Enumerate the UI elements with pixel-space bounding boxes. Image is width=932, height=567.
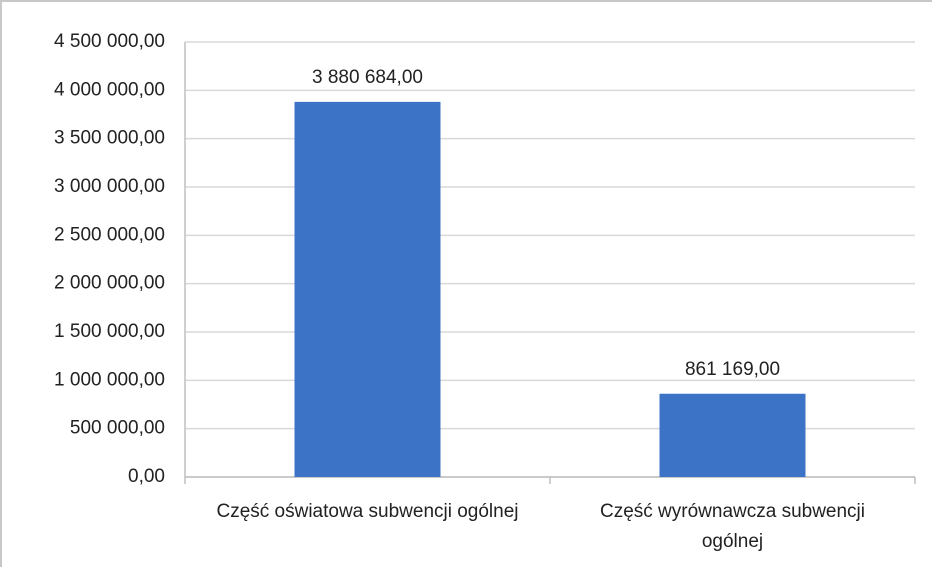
y-tick-label: 0,00: [128, 466, 165, 487]
y-tick-label: 4 000 000,00: [54, 79, 165, 100]
bar: [294, 101, 441, 477]
y-tick-label: 2 000 000,00: [54, 273, 165, 294]
data-label: 861 169,00: [685, 359, 780, 380]
x-tick-label: Część wyrównawcza subwencji ogólnej: [599, 501, 866, 552]
x-tick-label: Część oświatowa subwencji ogólnej: [216, 501, 519, 522]
y-tick-label: 1 000 000,00: [54, 369, 165, 390]
y-tick-label: 500 000,00: [70, 418, 165, 439]
data-label: 3 880 684,00: [312, 67, 423, 88]
y-tick-label: 3 500 000,00: [54, 128, 165, 149]
y-tick-label: 3 000 000,00: [54, 176, 165, 197]
bar: [659, 393, 806, 477]
y-tick-label: 1 500 000,00: [54, 321, 165, 342]
y-tick-label: 4 500 000,00: [54, 31, 165, 52]
y-tick-label: 2 500 000,00: [54, 224, 165, 245]
